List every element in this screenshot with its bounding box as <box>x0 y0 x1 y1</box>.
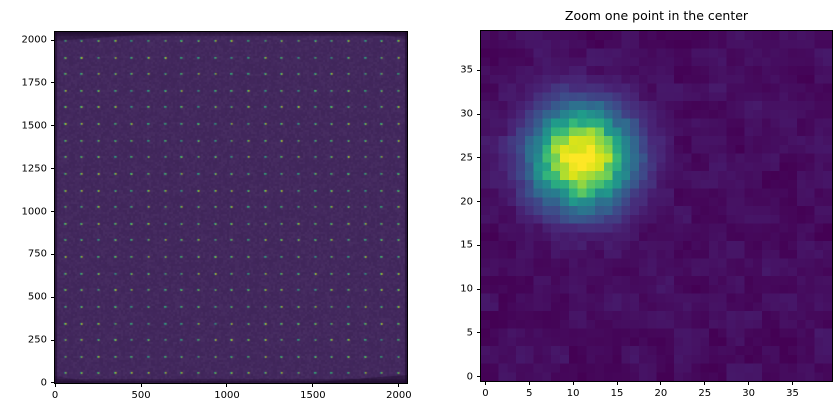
y-tick-label: 2000 <box>21 34 47 46</box>
x-tick-label: 500 <box>131 390 151 401</box>
y-tick-label: 30 <box>460 108 473 120</box>
y-tick-mark <box>477 244 481 246</box>
x-tick-mark <box>398 383 400 387</box>
x-tick-mark <box>792 381 793 385</box>
y-tick-mark <box>477 376 481 378</box>
y-tick-mark <box>477 69 481 71</box>
x-tick-mark <box>616 381 618 385</box>
x-tick-label: 2000 <box>386 390 412 401</box>
y-tick-label: 1250 <box>21 163 47 175</box>
y-tick-mark <box>51 168 55 170</box>
x-tick-mark <box>312 383 314 387</box>
zoom-heatmap-image <box>481 31 832 381</box>
y-tick-label: 25 <box>460 152 473 164</box>
y-tick-label: 0 <box>466 371 473 383</box>
y-tick-label: 500 <box>27 291 47 303</box>
y-tick-label: 15 <box>460 239 473 251</box>
x-tick-mark <box>572 381 574 385</box>
x-tick-label: 1000 <box>214 390 240 401</box>
x-tick-mark <box>226 383 228 387</box>
x-tick-mark <box>660 381 662 385</box>
y-tick-mark <box>51 339 55 341</box>
x-tick-label: 10 <box>566 388 580 399</box>
full-field-plot: 0 500 1000 1500 2000 0 250 500 750 1000 1250 1500 17… <box>22 31 412 401</box>
x-tick-label: 20 <box>654 388 668 399</box>
y-tick-mark <box>477 288 481 290</box>
y-tick-mark <box>477 332 481 334</box>
x-tick-mark <box>528 381 530 385</box>
x-tick-mark <box>484 381 486 385</box>
y-tick-mark <box>51 125 55 127</box>
x-tick-label: 15 <box>610 388 624 399</box>
y-tick-label: 1000 <box>21 206 47 218</box>
y-tick-label: 1500 <box>21 120 47 132</box>
x-tick-label: 1500 <box>300 390 326 401</box>
x-tick-label: 25 <box>698 388 712 399</box>
y-tick-label: 750 <box>27 248 47 260</box>
y-tick-mark <box>51 382 55 384</box>
y-tick-label: 5 <box>466 327 473 339</box>
y-tick-label: 20 <box>460 196 473 208</box>
zoom-plot-title: Zoom one point in the center <box>564 8 749 23</box>
x-tick-label: 30 <box>742 388 755 399</box>
x-tick-label: 35 <box>786 388 799 399</box>
y-tick-label: 10 <box>460 283 473 295</box>
y-tick-mark <box>51 296 55 298</box>
x-tick-mark <box>704 381 706 385</box>
x-tick-mark <box>140 383 142 387</box>
y-tick-mark <box>477 113 481 115</box>
y-tick-label: 35 <box>460 64 473 76</box>
y-tick-mark <box>51 82 55 84</box>
y-tick-mark <box>477 157 481 159</box>
y-tick-mark <box>477 201 481 203</box>
y-tick-mark <box>51 211 55 213</box>
y-tick-label: 0 <box>40 377 47 389</box>
x-tick-mark <box>54 383 56 387</box>
y-tick-label: 1750 <box>21 77 47 89</box>
x-tick-label: 0 <box>482 388 489 399</box>
y-tick-mark <box>51 253 55 255</box>
x-tick-mark <box>748 381 750 385</box>
y-tick-label: 250 <box>27 334 47 346</box>
full-field-heatmap-image <box>55 32 407 383</box>
x-tick-label: 0 <box>51 390 59 401</box>
x-tick-label: 5 <box>526 388 533 399</box>
y-tick-mark <box>51 39 55 41</box>
zoom-plot: Zoom one point in the center 0 5 10 15 20 25 3… <box>460 8 833 399</box>
